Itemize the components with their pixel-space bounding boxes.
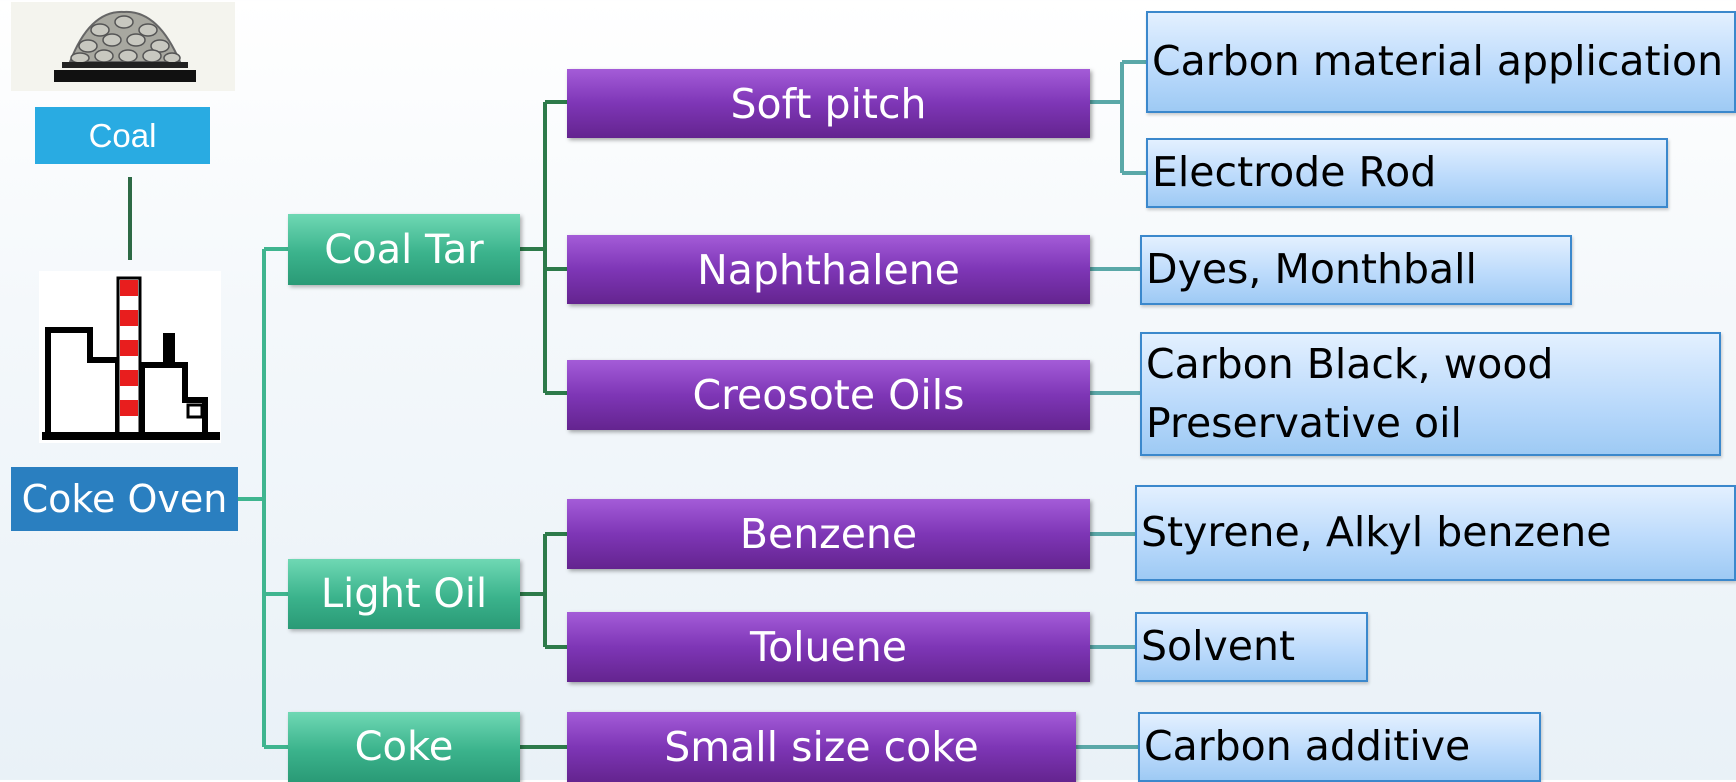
use-text: Preservative oil [1146, 394, 1462, 453]
use-text: Solvent [1141, 617, 1295, 676]
connector [238, 249, 288, 747]
product: Coke [288, 712, 520, 782]
derivative: Soft pitch [567, 69, 1090, 138]
use: Solvent [1135, 612, 1368, 682]
use: Dyes, Monthball [1140, 235, 1572, 305]
use-text: Carbon additive [1144, 717, 1470, 776]
connector [520, 102, 567, 393]
use-text: Dyes, Monthball [1146, 240, 1477, 299]
derivative: Naphthalene [567, 235, 1090, 304]
use: Electrode Rod [1146, 138, 1668, 208]
use-text: Electrode Rod [1152, 143, 1436, 202]
use: Carbon additive [1138, 712, 1541, 782]
page: Coal Coke Oven Coal Tar Light Oil Coke S… [0, 0, 1736, 780]
use: Carbon material application [1146, 11, 1736, 113]
product: Coal Tar [288, 214, 520, 285]
use-text: Carbon material application [1152, 32, 1723, 91]
coal-icon [11, 2, 235, 91]
source-label: Coke Oven [11, 467, 238, 531]
derivative: Creosote Oils [567, 360, 1090, 430]
connector [520, 534, 567, 747]
use-text: Carbon Black, wood [1146, 335, 1553, 394]
derivative: Benzene [567, 499, 1090, 569]
derivative: Small size coke [567, 712, 1076, 782]
use: Styrene, Alkyl benzene [1135, 485, 1736, 581]
factory-icon [39, 271, 221, 443]
use-text: Styrene, Alkyl benzene [1141, 503, 1611, 562]
product: Light Oil [288, 559, 520, 629]
derivative: Toluene [567, 612, 1090, 682]
source-label: Coal [35, 107, 210, 164]
